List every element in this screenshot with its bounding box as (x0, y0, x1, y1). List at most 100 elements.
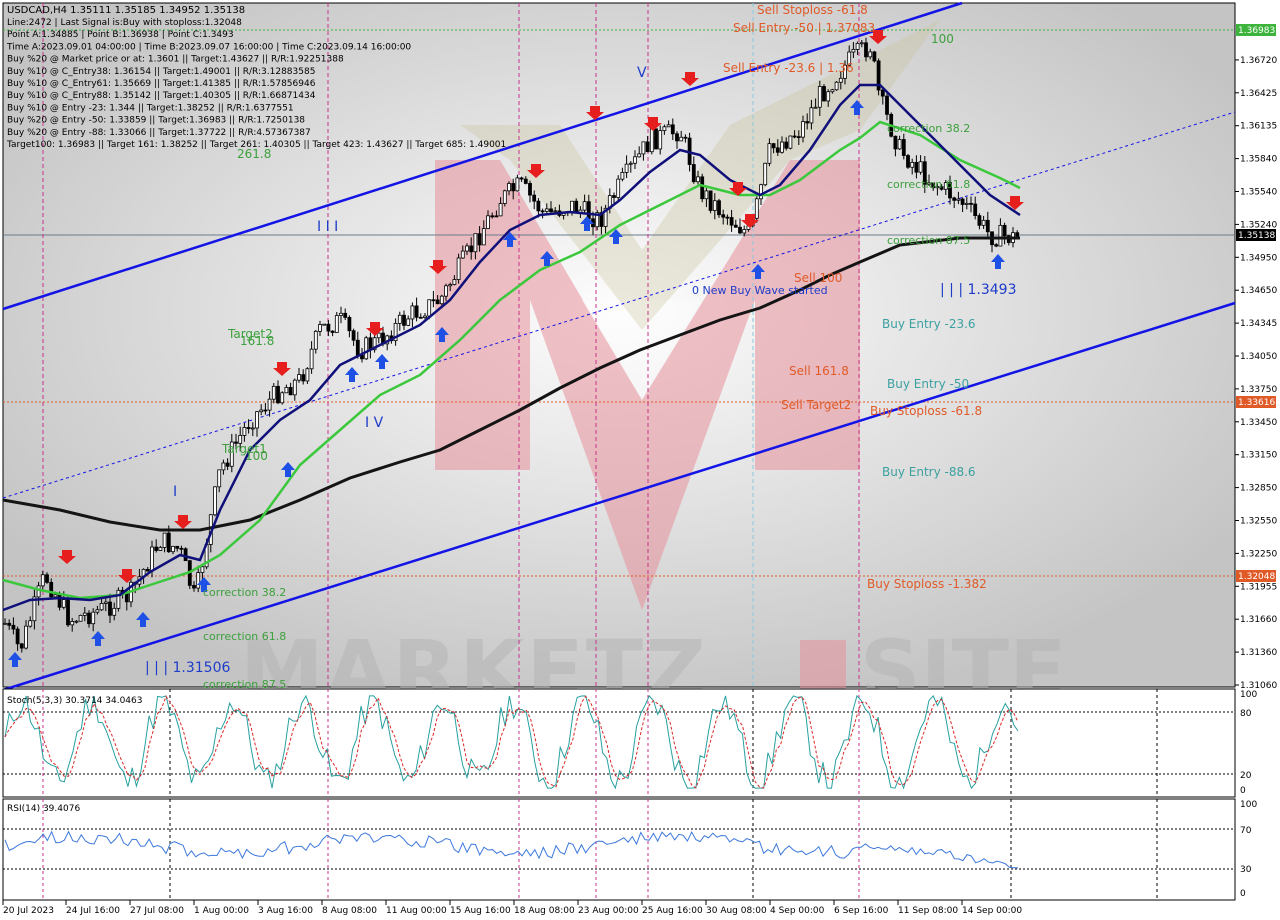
candle-body (351, 330, 356, 341)
candle-body (112, 607, 117, 616)
candle-body (805, 121, 810, 124)
candle-body (376, 332, 381, 339)
sell-entry-50-label: Sell Entry -50 | 1.37083 (733, 21, 875, 35)
info-line: Time A:2023.09.01 04:00:00 | Time B:2023… (6, 42, 411, 52)
candle-body (918, 161, 923, 173)
candle-body (284, 387, 289, 394)
ema-black-line (2, 236, 1020, 532)
candle-body (645, 141, 650, 153)
candle-body (372, 337, 377, 351)
candle-body (792, 135, 797, 138)
sell-arrow-icon (729, 182, 747, 196)
buy-arrow-icon (540, 251, 554, 266)
candle-body (788, 135, 793, 149)
one-sixty-one-label: 161.8 (240, 334, 274, 348)
sell-arrow-icon (741, 214, 759, 228)
candle-body (427, 299, 432, 317)
candle-body (439, 295, 444, 305)
candle-body (343, 312, 348, 318)
candle-body (570, 200, 574, 212)
candle-body (70, 621, 75, 626)
buy-arrow-icon (991, 254, 1005, 269)
candle-body (166, 532, 171, 553)
candle-body (150, 546, 154, 572)
main-panel (2, 2, 1236, 688)
candle-body (910, 162, 915, 168)
candle-body (868, 51, 873, 58)
candle-body (901, 139, 906, 156)
candle-body (675, 133, 679, 142)
candle-body (754, 198, 759, 219)
rsi-tick-label: 30 (1240, 865, 1252, 875)
candle-body (91, 611, 96, 625)
candle-body (309, 348, 314, 370)
price-tick-label: 1.34950 (1240, 253, 1277, 263)
candle-body (540, 210, 545, 213)
correction-875-top-label: correction 87.5 (887, 234, 970, 247)
candle-body (301, 374, 306, 382)
candle-body (822, 86, 826, 102)
hundred-b-label: 100 (245, 449, 268, 463)
candle-body (855, 42, 860, 50)
candle-body (666, 124, 671, 128)
info-line: Buy %20 @ Entry -88: 1.33066 || Target:1… (7, 128, 311, 138)
candle-body (36, 585, 41, 598)
ema-dark-blue-line (2, 83, 1021, 612)
candle-body (801, 121, 805, 138)
candle-body (40, 574, 45, 587)
buy-stoploss-1382-label: Buy Stoploss -1.382 (867, 577, 987, 591)
time-axis-label: 11 Aug 00:00 (386, 906, 447, 916)
info-line: Buy %10 @ C_Entry38: 1.36154 || Target:1… (7, 67, 315, 77)
candle-body (490, 215, 495, 218)
candle-body (733, 224, 738, 228)
price-tick-label: 1.32550 (1240, 517, 1277, 527)
candle-body (960, 198, 965, 205)
candle-body (612, 195, 616, 198)
price-tick-label: 1.33750 (1240, 385, 1277, 395)
buy-entry-886-label: Buy Entry -88.6 (882, 465, 976, 479)
candle-body (767, 143, 772, 164)
price-tick-label: 1.34650 (1240, 286, 1277, 296)
candle-body (536, 200, 541, 212)
candle-body (183, 548, 188, 562)
candle-body (3, 622, 7, 625)
info-line: Buy %10 @ Entry -23: 1.344 || Target:1.3… (7, 103, 294, 113)
sell-arrow-icon (527, 164, 545, 178)
candle-body (826, 91, 831, 102)
buy-arrow-icon (435, 327, 449, 342)
target1-label: Target1 (221, 442, 267, 456)
correction-382-top-label: correction 38.2 (887, 122, 970, 135)
candle-body (318, 324, 322, 332)
candle-body (87, 612, 91, 625)
candle-body (620, 171, 625, 180)
candle-body (759, 184, 763, 200)
candle-body (423, 315, 427, 319)
candle-body (586, 201, 591, 220)
two-sixty-one-label: 261.8 (237, 147, 271, 161)
candle-body (418, 316, 423, 319)
candle-body (763, 162, 768, 186)
candle-body (221, 462, 226, 471)
candle-body (305, 368, 310, 382)
price-tick-label: 1.33150 (1240, 451, 1277, 461)
candle-body (977, 215, 982, 226)
candle-body (864, 42, 868, 58)
candle-body (922, 161, 927, 185)
sell-arrow-icon (174, 515, 192, 529)
candle-body (507, 183, 511, 192)
candle-body (998, 224, 1003, 247)
candle-body (847, 51, 852, 66)
sell-entry-23-label: Sell Entry -23.6 | 1.36 (723, 61, 854, 75)
candlestick-series (3, 37, 1020, 653)
buy-arrow-icon (375, 354, 389, 369)
rsi-tick-label: 0 (1240, 889, 1246, 899)
info-block: USDCAD,H4 1.35111 1.35185 1.34952 1.3513… (6, 5, 506, 150)
price-axis: 1.36720 1.36425 1.36135 1.35840 1.35540 1.352… (1235, 24, 1277, 691)
candle-body (435, 299, 440, 305)
time-axis-label: 3 Aug 16:00 (258, 906, 313, 916)
buy-arrow-icon (609, 229, 623, 244)
candle-body (876, 60, 881, 91)
rsi-header: RSI(14) 39.4076 (7, 804, 80, 814)
stoch-main-line (4, 694, 1019, 790)
